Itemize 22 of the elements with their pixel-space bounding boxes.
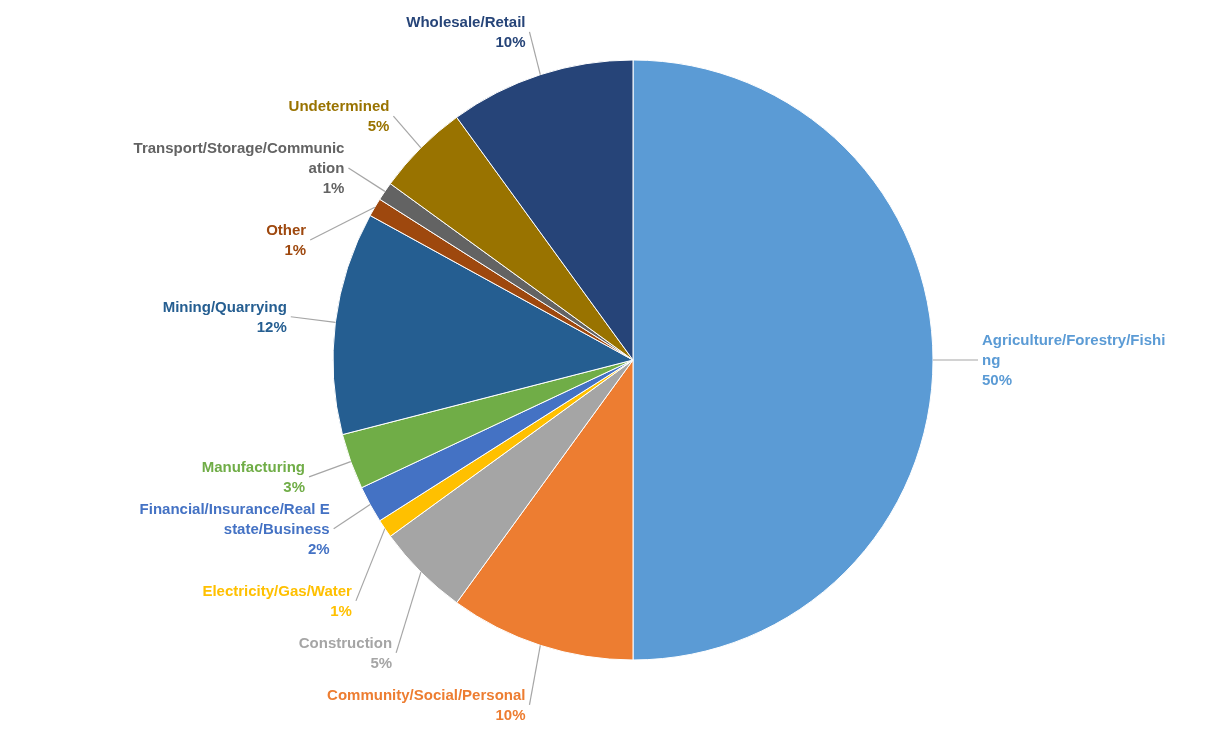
data-label: 10% [495,705,526,723]
data-label: 5% [367,117,390,135]
data-label: 50% [982,371,1013,388]
data-label: 3% [283,477,306,495]
data-label: 1% [284,241,307,259]
slice-label: Mining/Quarrying [162,297,287,315]
slice-label: Other [266,221,307,239]
data-label: 1% [322,179,345,197]
slice-label: Community/Social/Personal [327,685,526,703]
slice-label: Financial/Insurance/Real Estate/Business [139,499,330,537]
slice-label: Agriculture/Forestry/Fishing [982,331,1166,368]
data-label: 5% [370,653,393,671]
slice-label: Electricity/Gas/Water [202,581,353,599]
slice-label: Undetermined [288,97,390,115]
slice-label: Transport/Storage/Communication [133,139,345,177]
data-label: 10% [495,32,526,50]
data-label: 12% [256,317,287,335]
data-label: 2% [307,539,330,557]
slice-label: Construction [298,633,393,651]
slice-label: Manufacturing [201,457,306,475]
slice-label: Wholesale/Retail [406,12,526,30]
data-label: 1% [330,601,352,619]
